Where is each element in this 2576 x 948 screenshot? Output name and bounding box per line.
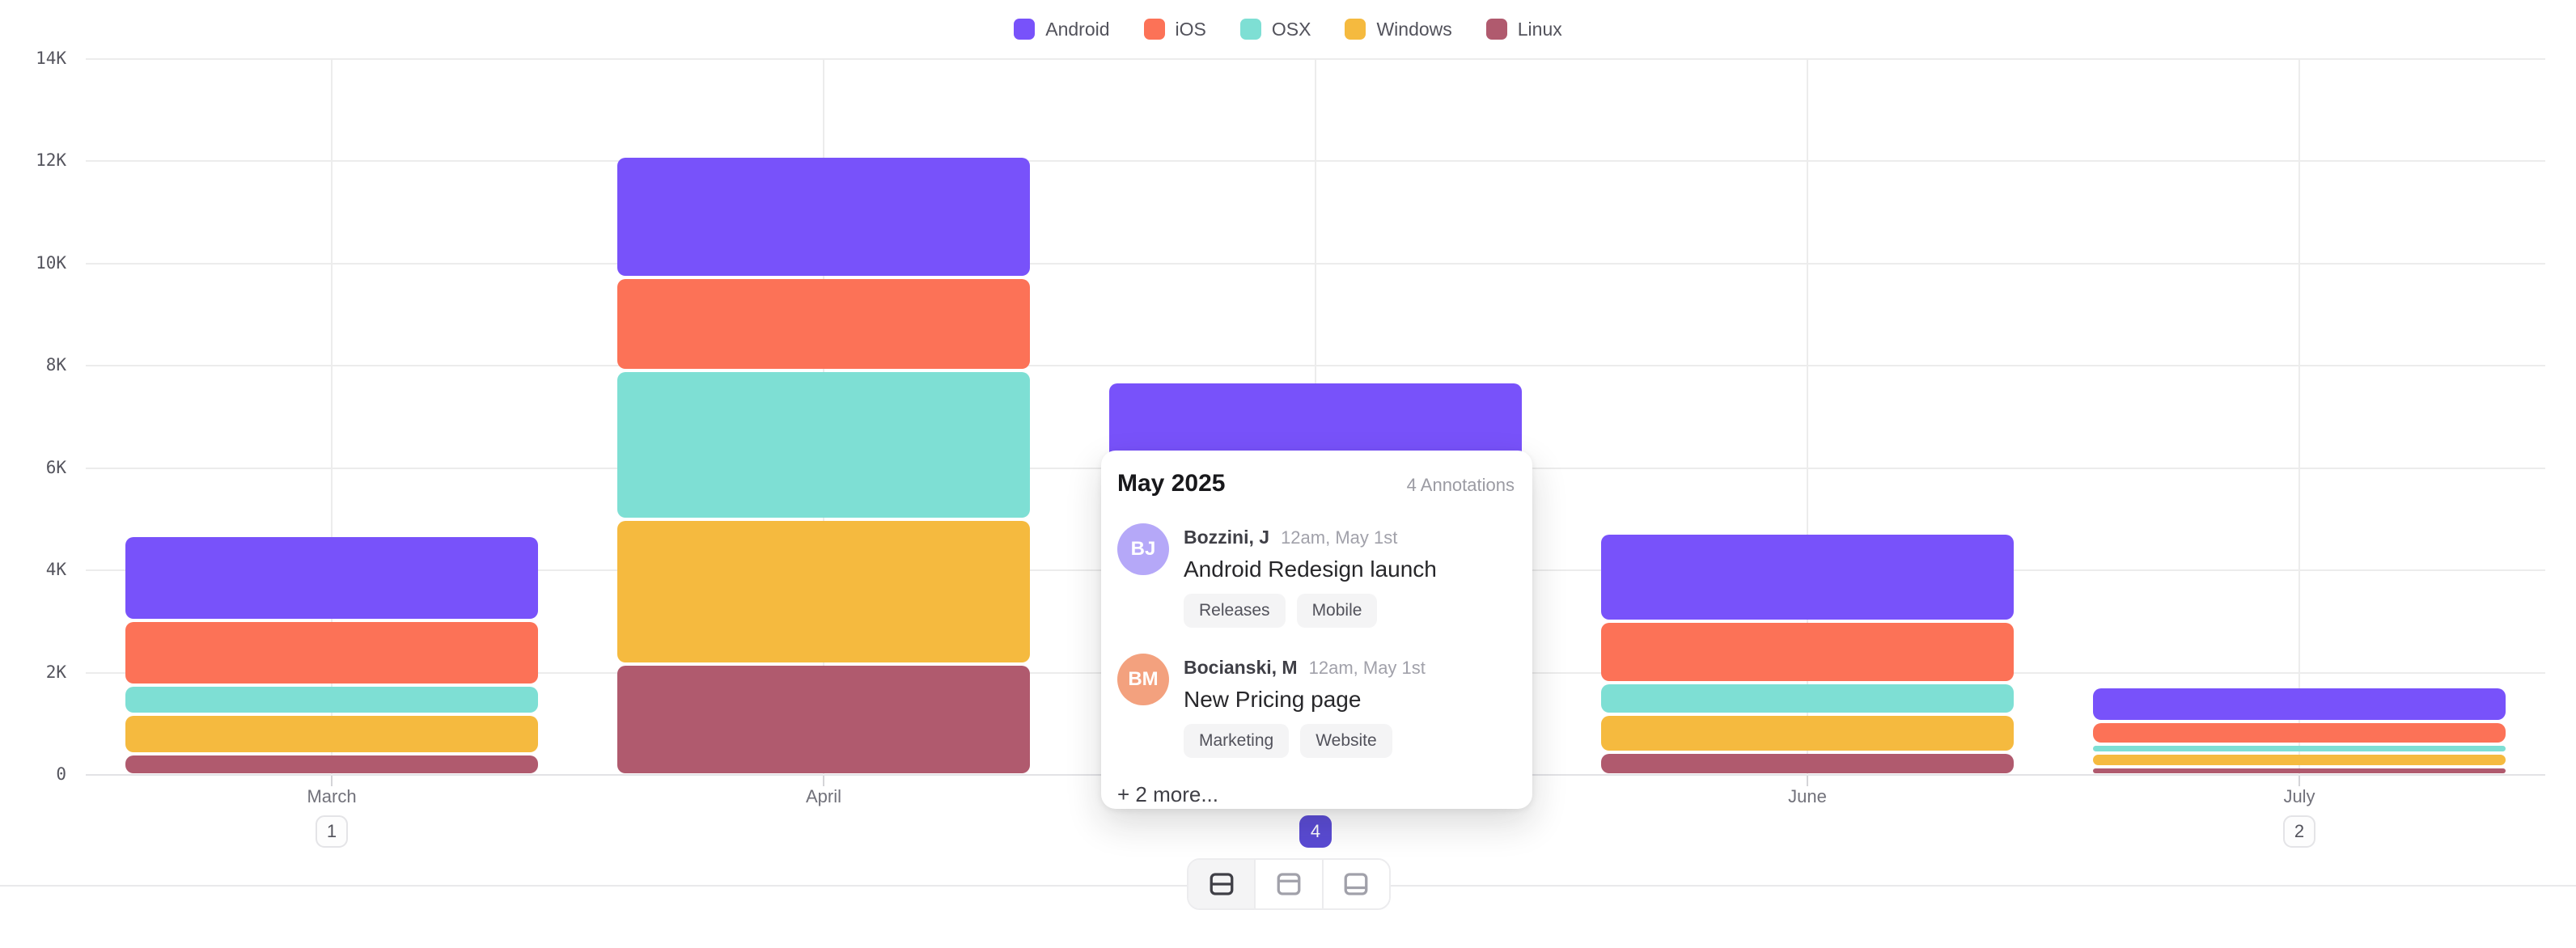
bar-segment-android-april[interactable] <box>617 158 1030 277</box>
y-axis-tick-label: 8K <box>45 355 66 375</box>
tag-chip: Mobile <box>1296 594 1378 628</box>
bar-segment-ios-march[interactable] <box>125 621 538 683</box>
v-gridline <box>1807 59 1808 775</box>
tag-chip: Marketing <box>1184 724 1290 758</box>
annotation-timestamp: 12am, May 1st <box>1281 527 1398 548</box>
y-axis-tick-label: 12K <box>36 150 66 170</box>
legend-swatch-android-icon <box>1014 19 1036 40</box>
popover-title: May 2025 <box>1117 470 1226 497</box>
bar-segment-osx-july[interactable] <box>2093 745 2506 752</box>
layout-split-rows-button[interactable] <box>1188 860 1255 908</box>
legend-item-android[interactable]: Android <box>1014 18 1110 40</box>
tag-chip: Website <box>1300 724 1392 758</box>
x-axis-category-label: June <box>1788 786 1827 806</box>
x-axis-tick <box>2298 776 2300 786</box>
bar-segment-linux-june[interactable] <box>1601 753 2014 773</box>
y-axis-tick-label: 14K <box>36 48 66 68</box>
x-axis-tick <box>1807 776 1808 786</box>
annotation-tags: Marketing Website <box>1184 724 1515 758</box>
v-gridline <box>2298 59 2300 775</box>
annotation-count-badge-may[interactable]: 4 <box>1299 815 1332 848</box>
bar-segment-windows-march[interactable] <box>125 716 538 752</box>
layout-split-rows-icon <box>1210 873 1234 895</box>
layout-header-top-button[interactable] <box>1254 860 1322 908</box>
bar-segment-windows-june[interactable] <box>1601 715 2014 751</box>
annotation-count-badge-july[interactable]: 2 <box>2283 815 2315 848</box>
h-gridline <box>86 57 2545 60</box>
legend-item-ios[interactable]: iOS <box>1143 18 1206 40</box>
y-axis-tick-label: 4K <box>45 560 66 579</box>
bar-segment-ios-july[interactable] <box>2093 722 2506 743</box>
annotation-timestamp: 12am, May 1st <box>1308 658 1426 678</box>
legend-swatch-ios-icon <box>1143 19 1165 40</box>
y-axis-tick-label: 0 <box>56 764 66 784</box>
bar-segment-android-july[interactable] <box>2093 688 2506 720</box>
bar-segment-windows-july[interactable] <box>2093 755 2506 765</box>
annotation-tags: Releases Mobile <box>1184 594 1515 628</box>
x-axis-category-label: March <box>307 786 357 806</box>
layout-toggle-group <box>1187 858 1391 910</box>
tag-chip: Releases <box>1184 594 1286 628</box>
annotation-count-badge-march[interactable]: 1 <box>316 815 348 848</box>
annotation-author: Bozzini, J <box>1184 527 1270 548</box>
legend-label: iOS <box>1175 18 1206 40</box>
legend-item-linux[interactable]: Linux <box>1485 18 1562 40</box>
bar-segment-android-june[interactable] <box>1601 534 2014 620</box>
annotation-meta: Bocianski, M 12am, May 1st <box>1184 657 1515 679</box>
annotation-author: Bocianski, M <box>1184 657 1298 678</box>
annotation-meta: Bozzini, J 12am, May 1st <box>1184 527 1515 548</box>
x-axis-tick <box>331 776 333 786</box>
legend-label: Android <box>1045 18 1110 40</box>
y-axis-tick-label: 10K <box>36 252 66 273</box>
y-axis-tick-label: 6K <box>45 457 66 477</box>
legend-label: Windows <box>1376 18 1452 40</box>
bar-segment-linux-march[interactable] <box>125 755 538 773</box>
annotation-title: New Pricing page <box>1184 687 1362 712</box>
annotation-title: Android Redesign launch <box>1184 557 1437 582</box>
legend-swatch-windows-icon <box>1345 19 1366 40</box>
x-axis-tick <box>823 776 824 786</box>
v-gridline <box>331 59 333 775</box>
legend-label: OSX <box>1271 18 1311 40</box>
bar-segment-ios-june[interactable] <box>1601 622 2014 682</box>
bar-segment-osx-june[interactable] <box>1601 684 2014 713</box>
annotation-entry: BM Bocianski, M 12am, May 1st New Pricin… <box>1117 654 1515 758</box>
bar-segment-android-march[interactable] <box>125 536 538 619</box>
avatar: BJ <box>1117 523 1169 575</box>
show-more-annotations-link[interactable]: + 2 more... <box>1117 782 1218 806</box>
annotations-popover: May 2025 4 Annotations BJ Bozzini, J 12a… <box>1101 451 1532 809</box>
x-axis-category-label: April <box>805 786 841 806</box>
bar-segment-linux-april[interactable] <box>617 665 1030 773</box>
bar-segment-osx-april[interactable] <box>617 372 1030 518</box>
bar-segment-windows-april[interactable] <box>617 520 1030 662</box>
popover-header: May 2025 4 Annotations <box>1117 470 1515 497</box>
x-axis-category-label: July <box>2283 786 2315 806</box>
layout-footer-bottom-button[interactable] <box>1321 860 1389 908</box>
avatar: BM <box>1117 654 1169 705</box>
annotation-entry-body: Bozzini, J 12am, May 1st Android Redesig… <box>1184 523 1515 628</box>
y-axis-tick-label: 2K <box>45 662 66 682</box>
bar-segment-ios-april[interactable] <box>617 279 1030 370</box>
legend-item-windows[interactable]: Windows <box>1345 18 1452 40</box>
legend-item-osx[interactable]: OSX <box>1239 18 1311 40</box>
annotation-entry: BJ Bozzini, J 12am, May 1st Android Rede… <box>1117 523 1515 628</box>
popover-annotation-count: 4 Annotations <box>1406 475 1515 495</box>
layout-header-top-icon <box>1277 873 1301 895</box>
layout-footer-bottom-icon <box>1344 873 1368 895</box>
annotation-entry-body: Bocianski, M 12am, May 1st New Pricing p… <box>1184 654 1515 758</box>
legend-label: Linux <box>1517 18 1562 40</box>
chart-legend: Android iOS OSX Windows Linux <box>0 15 2576 44</box>
legend-swatch-linux-icon <box>1485 19 1507 40</box>
bar-segment-linux-july[interactable] <box>2093 768 2506 773</box>
bar-segment-osx-march[interactable] <box>125 686 538 713</box>
legend-swatch-osx-icon <box>1239 19 1261 40</box>
